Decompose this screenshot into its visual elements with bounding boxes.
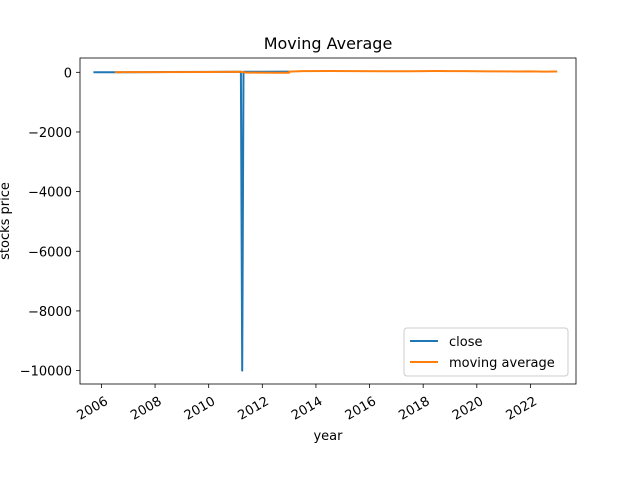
x-tick-label: 2018 [396, 394, 432, 424]
x-tick-label: 2014 [289, 394, 325, 424]
y-axis: 0 −2000 −4000 −6000 −8000 −10000 [20, 66, 80, 380]
x-tick-label: 2010 [182, 394, 218, 424]
x-axis-label: year [313, 429, 343, 444]
series-line-close [93, 70, 290, 372]
legend-label: close [449, 335, 482, 350]
x-axis: 2006 2008 2010 2012 2014 2016 2018 2020 2022 [75, 384, 540, 424]
chart-title: Moving Average [264, 34, 393, 53]
plot-area [79, 57, 577, 385]
series-line-moving-average [114, 70, 558, 74]
y-axis-label: stocks price [0, 182, 13, 260]
x-tick-label: 2022 [504, 394, 540, 424]
y-tick-label: −10000 [20, 365, 72, 380]
y-tick-label: −8000 [28, 305, 72, 320]
x-tick-label: 2020 [450, 394, 486, 424]
x-tick-label: 2016 [343, 394, 379, 424]
legend: close moving average [403, 327, 569, 377]
x-tick-label: 2008 [128, 394, 164, 424]
y-tick-label: −2000 [28, 126, 72, 141]
plot-frame [79, 57, 577, 385]
y-tick-label: −4000 [28, 186, 72, 201]
x-tick-label: 2012 [236, 394, 272, 424]
y-tick-label: 0 [64, 66, 72, 81]
legend-label: moving average [449, 356, 555, 371]
x-tick-label: 2006 [75, 394, 111, 424]
y-tick-label: −6000 [28, 245, 72, 260]
legend-box [403, 327, 569, 377]
